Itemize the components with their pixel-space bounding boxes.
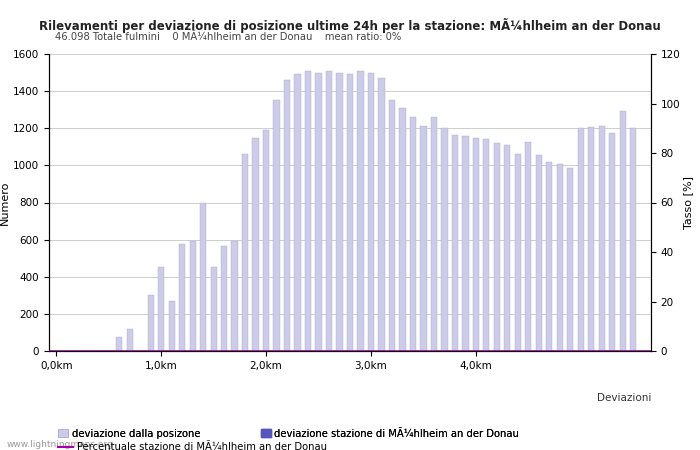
Bar <box>494 143 500 351</box>
Bar <box>337 72 343 351</box>
Bar <box>305 71 312 351</box>
Bar <box>514 154 521 351</box>
Bar <box>148 295 154 351</box>
Bar <box>232 242 238 351</box>
Bar <box>410 117 416 351</box>
Bar <box>284 80 290 351</box>
Bar <box>420 126 426 351</box>
Bar <box>399 108 405 351</box>
Bar <box>211 267 217 351</box>
Bar <box>158 267 164 351</box>
Bar <box>200 202 206 351</box>
Bar <box>357 71 363 351</box>
Bar <box>473 138 479 351</box>
Bar <box>556 164 563 351</box>
Bar <box>316 72 322 351</box>
Bar <box>368 72 374 351</box>
Text: www.lightningmaps.org: www.lightningmaps.org <box>7 440 113 449</box>
Bar <box>504 145 510 351</box>
Y-axis label: Tasso [%]: Tasso [%] <box>683 176 693 229</box>
Bar <box>620 111 626 351</box>
Bar <box>378 78 384 351</box>
Bar <box>430 117 437 351</box>
Bar <box>578 128 584 351</box>
Bar <box>169 301 175 351</box>
Y-axis label: Numero: Numero <box>0 180 10 225</box>
Bar <box>221 246 228 351</box>
Bar <box>452 135 458 351</box>
Bar <box>127 328 133 351</box>
Bar <box>389 100 395 351</box>
Bar <box>263 130 270 351</box>
Bar <box>525 142 531 351</box>
Bar <box>253 138 259 351</box>
Bar <box>347 74 353 351</box>
Legend: Percentuale stazione di MÃ¼hlheim an der Donau: Percentuale stazione di MÃ¼hlheim an der… <box>54 438 331 450</box>
Bar <box>190 242 196 351</box>
Bar <box>274 100 280 351</box>
Bar <box>295 74 301 351</box>
Text: Rilevamenti per deviazione di posizione ultime 24h per la stazione: MÃ¼hlheim an: Rilevamenti per deviazione di posizione … <box>39 18 661 33</box>
Bar <box>179 244 186 351</box>
Text: 46.098 Totale fulmini    0 MÃ¼hlheim an der Donau    mean ratio: 0%: 46.098 Totale fulmini 0 MÃ¼hlheim an der… <box>55 32 401 42</box>
Bar <box>609 133 615 351</box>
Text: Deviazioni: Deviazioni <box>596 392 651 403</box>
Bar <box>462 136 468 351</box>
Bar <box>588 127 594 351</box>
Bar <box>567 168 573 351</box>
Bar <box>116 337 122 351</box>
Bar <box>630 128 636 351</box>
Bar <box>483 140 489 351</box>
Bar <box>536 155 542 351</box>
Bar <box>242 154 248 351</box>
Bar <box>326 71 332 351</box>
Bar <box>441 128 447 351</box>
Legend: deviazione dalla posizone, deviazione stazione di MÃ¼hlheim an der Donau: deviazione dalla posizone, deviazione st… <box>54 425 524 443</box>
Bar <box>598 126 605 351</box>
Bar <box>546 162 552 351</box>
